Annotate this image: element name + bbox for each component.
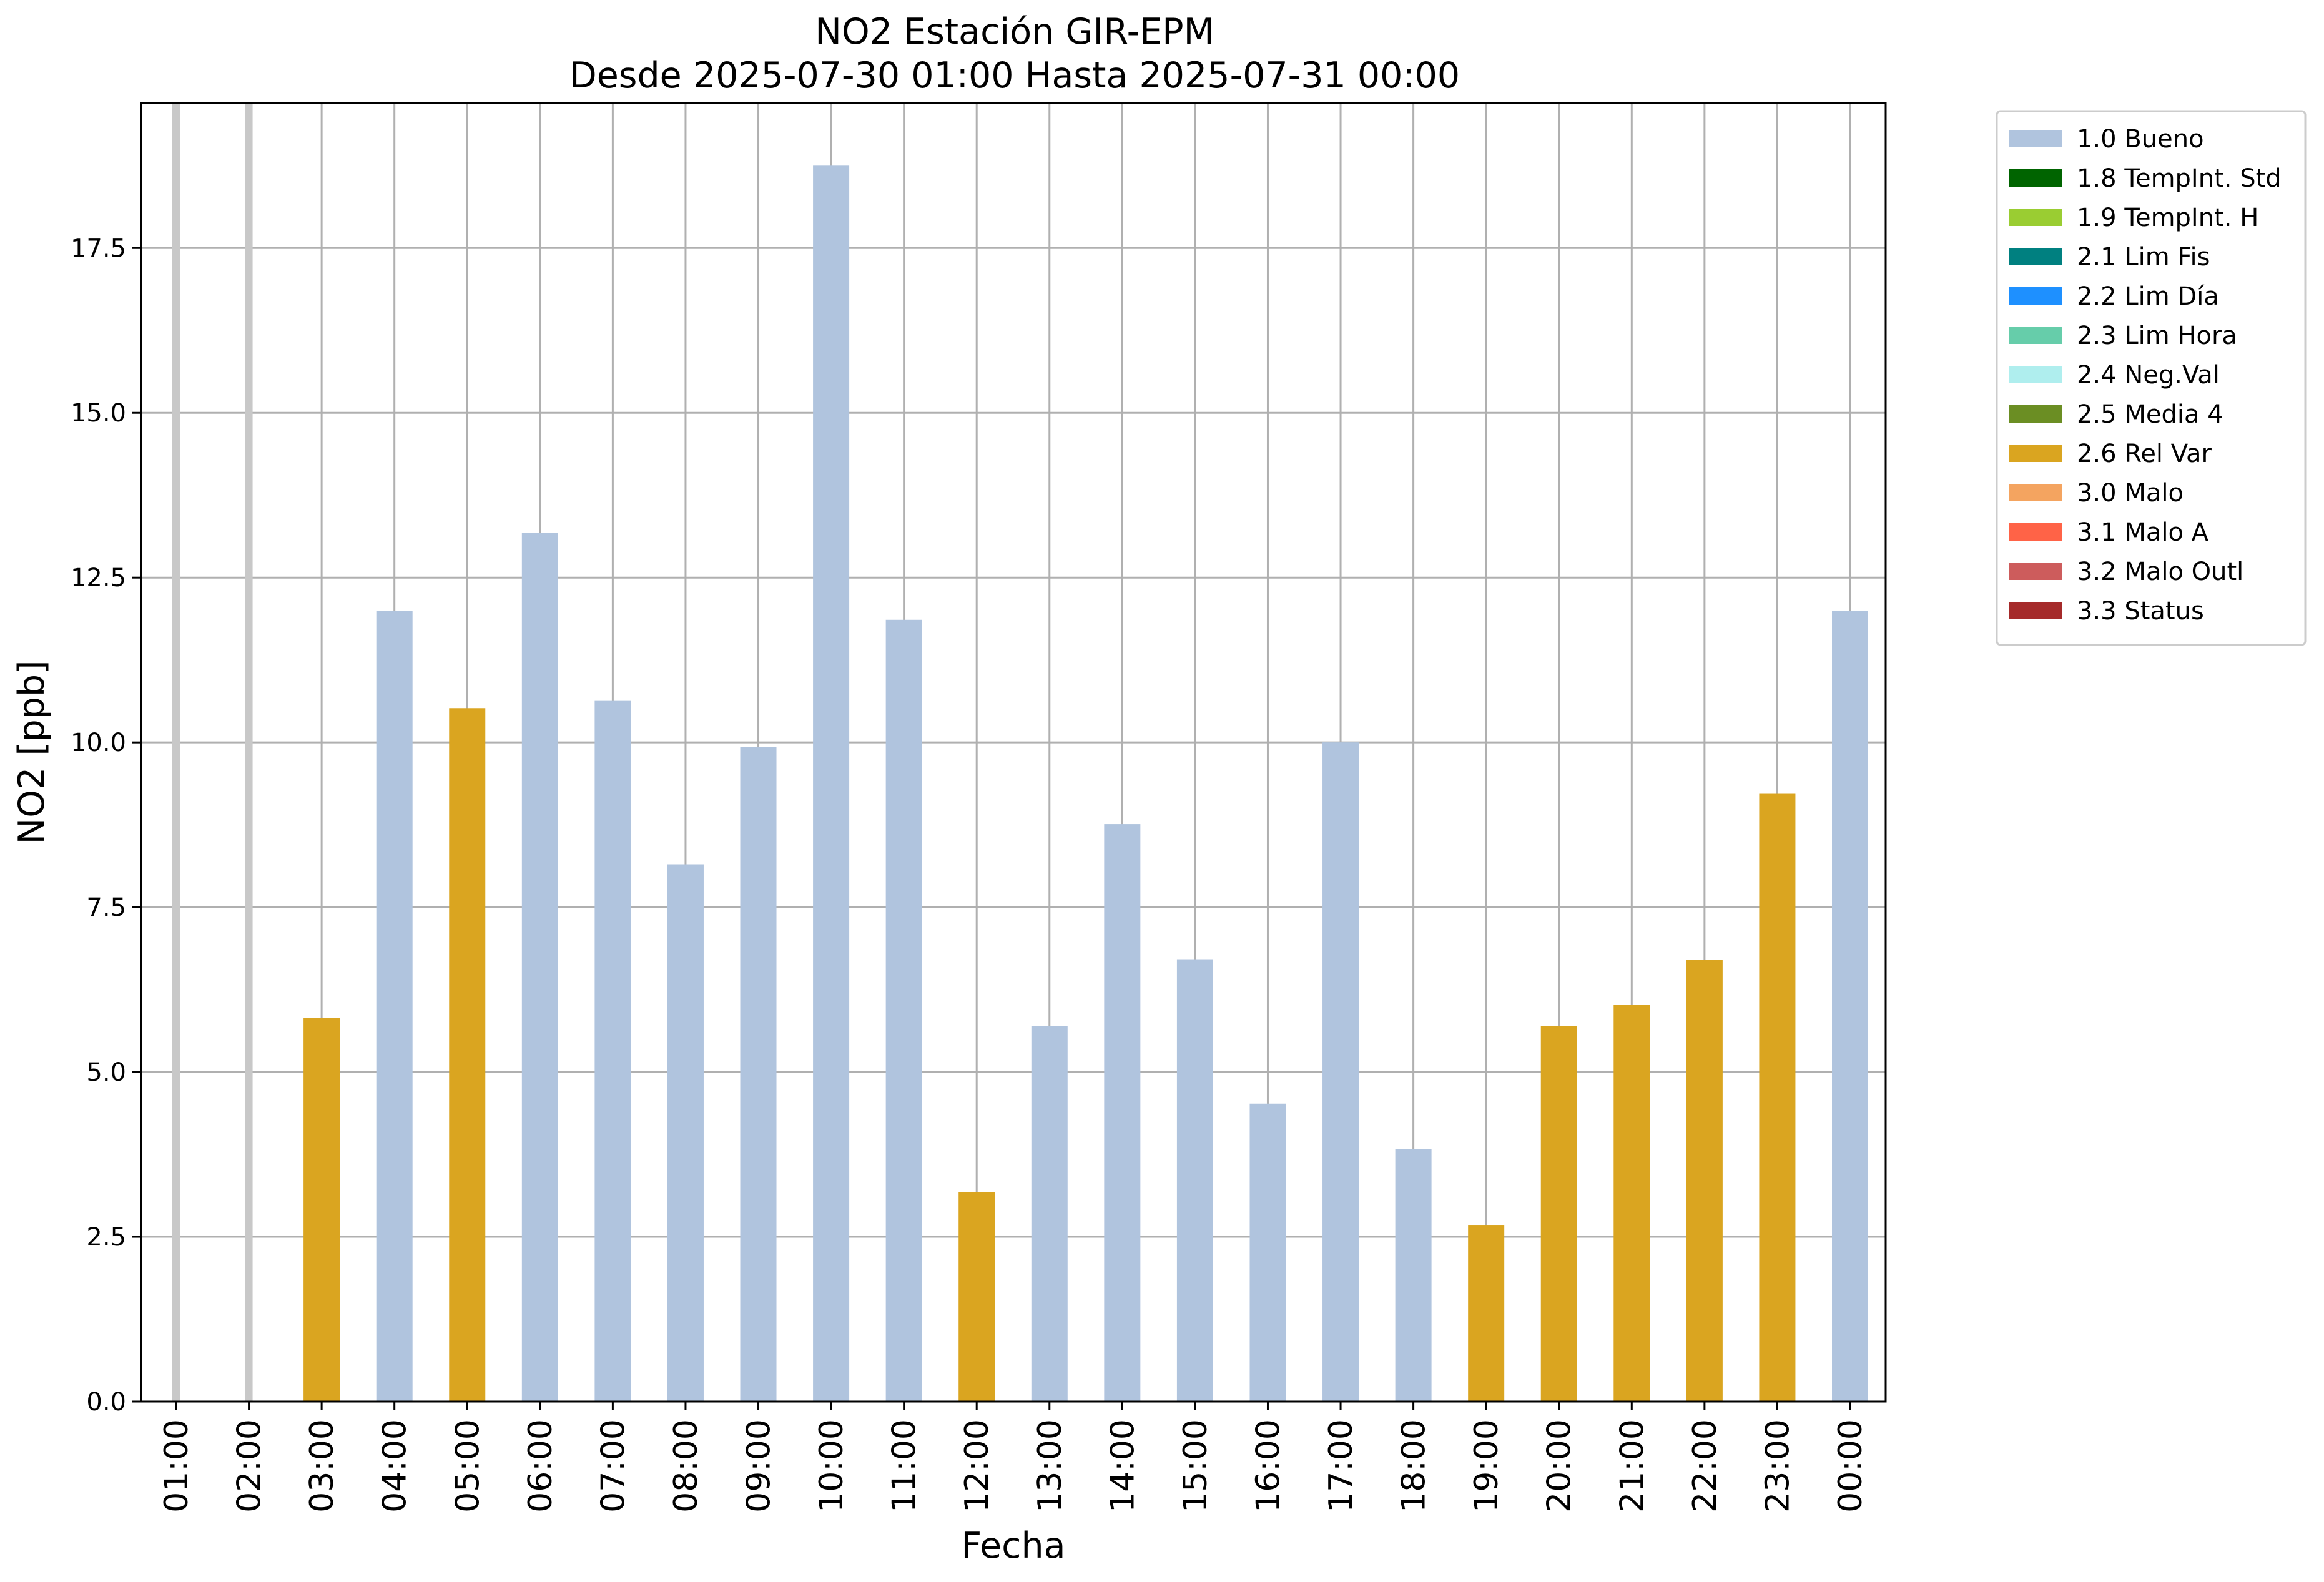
legend-swatch <box>2009 484 2062 501</box>
bar <box>1759 793 1796 1402</box>
legend-swatch <box>2009 248 2062 265</box>
legend: 1.0 Bueno 1.8 TempInt. Std 1.9 TempInt. H 2… <box>1996 110 2307 646</box>
x-tick-label: 13:00 <box>1032 1419 1069 1513</box>
x-tick-label: 17:00 <box>1322 1419 1360 1513</box>
x-tick-label: 18:00 <box>1396 1419 1433 1513</box>
legend-label: 1.9 TempInt. H <box>2077 204 2258 232</box>
x-tick-label: 00:00 <box>1832 1419 1869 1513</box>
legend-label: 1.8 TempInt. Std <box>2077 164 2282 193</box>
bar <box>1686 960 1723 1402</box>
x-tick-label: 22:00 <box>1686 1419 1724 1513</box>
x-axis-label: Fecha <box>961 1525 1065 1566</box>
y-tick-label: 12.5 <box>71 564 126 592</box>
x-tick-label: 07:00 <box>594 1419 632 1513</box>
y-tick-label: 15.0 <box>71 399 126 428</box>
x-tick-label: 11:00 <box>886 1419 923 1513</box>
bar <box>1468 1225 1505 1402</box>
legend-label: 2.2 Lim Día <box>2077 282 2219 311</box>
y-tick-label: 17.5 <box>71 234 126 263</box>
y-tick-label: 5.0 <box>86 1058 126 1087</box>
y-tick-label: 7.5 <box>86 893 126 922</box>
legend-label: 2.1 Lim Fis <box>2077 243 2210 272</box>
bar <box>1613 1005 1650 1402</box>
bar <box>1104 824 1141 1402</box>
x-tick-label: 02:00 <box>231 1419 268 1513</box>
legend-swatch <box>2009 405 2062 423</box>
y-tick-label: 0.0 <box>86 1388 126 1417</box>
chart-title: NO2 Estación GIR-EPM <box>815 11 1214 52</box>
chart-subtitle: Desde 2025-07-30 01:00 Hasta 2025-07-31 … <box>569 55 1460 96</box>
legend-label: 2.5 Media 4 <box>2077 400 2223 429</box>
bar <box>885 619 922 1402</box>
legend-label: 2.4 Neg.Val <box>2077 361 2220 390</box>
legend-swatch <box>2009 169 2062 187</box>
legend-label: 3.3 Status <box>2077 597 2204 626</box>
bar <box>667 864 704 1402</box>
x-tick-label: 20:00 <box>1541 1419 1578 1513</box>
legend-swatch <box>2009 445 2062 462</box>
legend-swatch <box>2009 563 2062 580</box>
x-tick-label: 14:00 <box>1104 1419 1141 1513</box>
bar <box>1176 959 1213 1402</box>
x-tick-label: 16:00 <box>1249 1419 1287 1513</box>
bar <box>813 165 850 1402</box>
x-tick-label: 03:00 <box>303 1419 341 1513</box>
x-tick-label: 04:00 <box>377 1419 414 1513</box>
bar <box>958 1192 995 1402</box>
bar <box>449 708 486 1402</box>
x-tick-label: 21:00 <box>1613 1419 1651 1513</box>
x-tick-label: 15:00 <box>1177 1419 1214 1513</box>
y-tick-label: 2.5 <box>86 1223 126 1252</box>
bar <box>740 747 777 1402</box>
legend-swatch <box>2009 287 2062 305</box>
x-axis-ticks: 01:00 02:00 03:00 04:00 05:00 06:00 07:00 08:00… <box>158 1402 1869 1513</box>
legend-label: 2.3 Lim Hora <box>2077 322 2237 350</box>
legend-label: 3.2 Malo Outl <box>2077 558 2243 586</box>
legend-label: 3.1 Malo A <box>2077 518 2209 547</box>
legend-label: 2.6 Rel Var <box>2077 440 2212 468</box>
missing-markers <box>172 103 253 1402</box>
x-tick-label: 08:00 <box>667 1419 705 1513</box>
legend-swatch <box>2009 366 2062 383</box>
y-axis-ticks: 0.0 2.5 5.0 7.5 10.0 12.5 15.0 17.5 <box>71 234 141 1417</box>
x-tick-label: 19:00 <box>1468 1419 1505 1513</box>
x-tick-label: 12:00 <box>958 1419 996 1513</box>
bar <box>1322 742 1359 1402</box>
x-tick-label: 05:00 <box>449 1419 486 1513</box>
legend-swatch <box>2009 209 2062 226</box>
bar <box>521 533 558 1402</box>
plot-area-frame <box>140 102 1887 1403</box>
legend-swatch <box>2009 130 2062 147</box>
bar <box>1832 610 1868 1402</box>
legend-swatch <box>2009 602 2062 619</box>
x-tick-label: 23:00 <box>1759 1419 1796 1513</box>
bar <box>1540 1026 1577 1402</box>
y-axis-label: NO2 [ppb] <box>11 661 52 845</box>
bar <box>303 1018 340 1402</box>
bars <box>303 165 1868 1402</box>
bar <box>1395 1149 1432 1402</box>
missing-value-marker <box>172 103 180 1402</box>
bar <box>1249 1103 1286 1402</box>
legend-label: 1.0 Bueno <box>2077 125 2204 154</box>
y-tick-label: 10.0 <box>71 729 126 757</box>
bar <box>376 610 413 1402</box>
bar <box>594 700 631 1402</box>
missing-value-marker <box>245 103 253 1402</box>
x-tick-label: 09:00 <box>741 1419 778 1513</box>
x-tick-label: 01:00 <box>158 1419 195 1513</box>
legend-box <box>1996 110 2307 646</box>
bar <box>1031 1026 1068 1402</box>
x-tick-label: 06:00 <box>522 1419 559 1513</box>
x-tick-label: 10:00 <box>813 1419 850 1513</box>
legend-label: 3.0 Malo <box>2077 479 2184 508</box>
legend-swatch <box>2009 523 2062 541</box>
legend-swatch <box>2009 327 2062 344</box>
